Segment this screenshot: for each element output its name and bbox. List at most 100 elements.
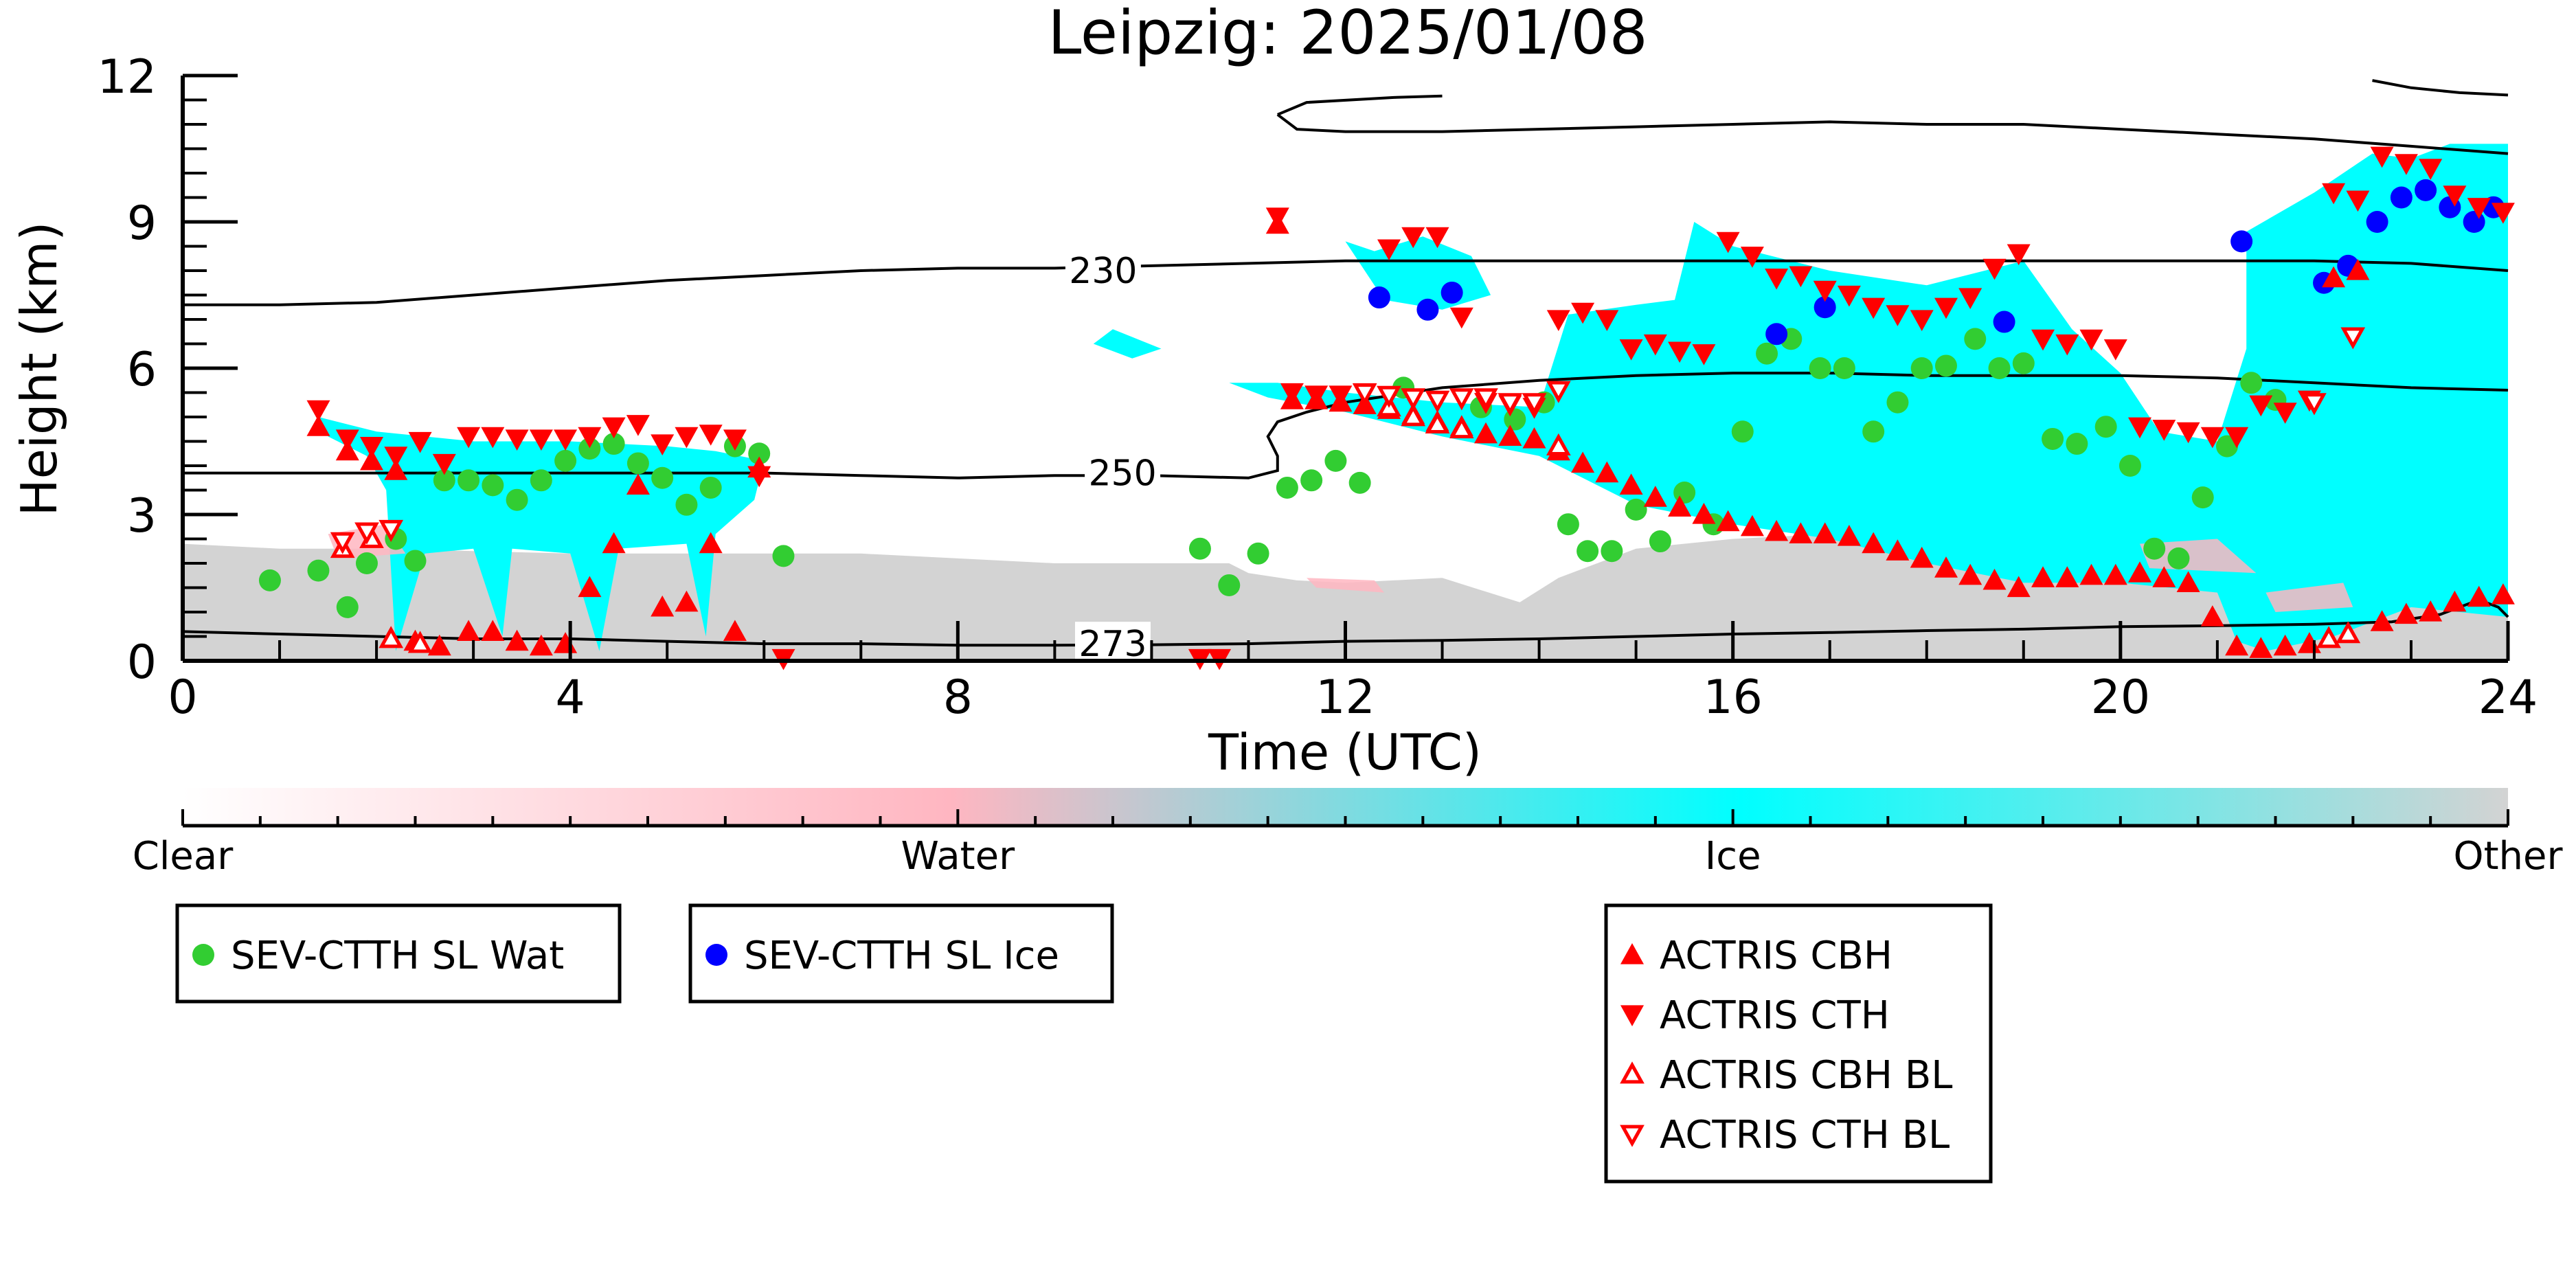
data-point [699,532,723,554]
data-point [384,459,408,480]
data-point [1522,393,1547,416]
data-point [1993,310,2015,333]
region-water [1307,578,1384,593]
legend-box: SEV-CTTH SL Wat [175,903,622,1004]
legend-marker [1620,943,1644,964]
data-point [1988,357,2011,379]
data-point [1649,530,1671,553]
data-point [1416,298,1439,321]
data-point [1522,427,1546,449]
data-point [2370,146,2394,168]
data-point [432,453,456,475]
data-point [482,474,504,497]
data-point [578,427,602,449]
data-point [2390,186,2413,209]
data-point [2322,266,2346,288]
data-point [1473,388,1498,411]
data-point [2240,372,2263,394]
data-point [2094,416,2117,438]
data-point [2366,211,2388,233]
data-point [2443,185,2467,207]
data-point [675,427,699,449]
region-ice [1345,236,1491,310]
data-point [336,596,359,618]
data-point [1886,539,1910,561]
data-point [2230,230,2253,253]
data-point [651,466,674,489]
data-point [1833,357,1855,379]
data-point [1692,344,1716,365]
data-point [1449,416,1474,439]
data-point [427,634,451,656]
legend-label: ACTRIS CTH [1660,993,1890,1038]
data-point [554,429,578,451]
data-point [2103,563,2127,585]
data-point [1595,310,1619,331]
axes: 0 3 6 9 12 0 4 8 12 16 20 24 [97,50,2538,725]
data-point [1329,385,1353,407]
data-point [2119,455,2141,477]
data-point [407,631,433,653]
data-point [1643,334,1667,356]
data-point [1862,532,1886,554]
data-point [626,452,649,475]
data-point [748,442,771,465]
data-point [2066,433,2088,455]
data-point [354,522,379,545]
data-point [2176,422,2200,444]
data-point [1619,339,1643,361]
data-point [306,400,330,422]
colorbar-label: Ice [1705,834,1761,879]
legend-entry: ACTRIS CBH BL [1620,1053,1952,1098]
legend-marker [705,944,727,966]
y-axis-ticks: 0 3 6 9 12 [97,50,238,690]
data-point [1765,519,1789,541]
data-point [2007,576,2031,598]
data-point [330,532,355,554]
data-point [404,550,427,572]
data-point [1886,391,1909,414]
data-point [2225,427,2249,449]
data-point [1595,461,1619,483]
data-point [675,493,698,516]
legend-label: ACTRIS CTH BL [1660,1113,1950,1157]
data-point [2079,329,2103,351]
data-point [2302,393,2327,416]
data-point [578,576,602,598]
contour-line [182,598,2509,647]
data-point [2346,190,2370,212]
x-tick-label: 24 [2478,670,2538,725]
legend-frame [175,903,622,1004]
data-point [505,429,529,451]
data-point [2249,395,2273,417]
contour-label: 273 [1078,624,1146,665]
data-point [1546,381,1571,403]
data-point [2340,327,2366,350]
contour-line [2372,79,2509,97]
legend-frame [688,903,1114,1004]
data-point [723,429,747,451]
data-point [2346,259,2370,280]
legend-label: ACTRIS CBH BL [1660,1053,1952,1098]
data-point [1643,486,1667,507]
data-point [481,620,505,641]
data-point [306,415,330,436]
data-point [626,473,650,495]
region-ice [1229,144,2508,651]
data-point [258,569,281,591]
data-point [1982,568,2007,590]
data-point [1401,404,1426,427]
data-point [355,552,378,574]
data-point [2467,198,2491,219]
legend-entry: ACTRIS CTH [1620,993,1890,1038]
contour-line [183,259,2509,306]
data-point [675,590,699,612]
data-point [379,626,404,648]
data-point [506,488,528,511]
chart-title: Leipzig: 2025/01/08 [1048,0,1647,68]
data-point [1449,307,1473,329]
data-point [1276,476,1298,499]
data-point [1571,451,1595,473]
contour-label: 250 [1088,453,1156,495]
data-point [699,425,723,446]
